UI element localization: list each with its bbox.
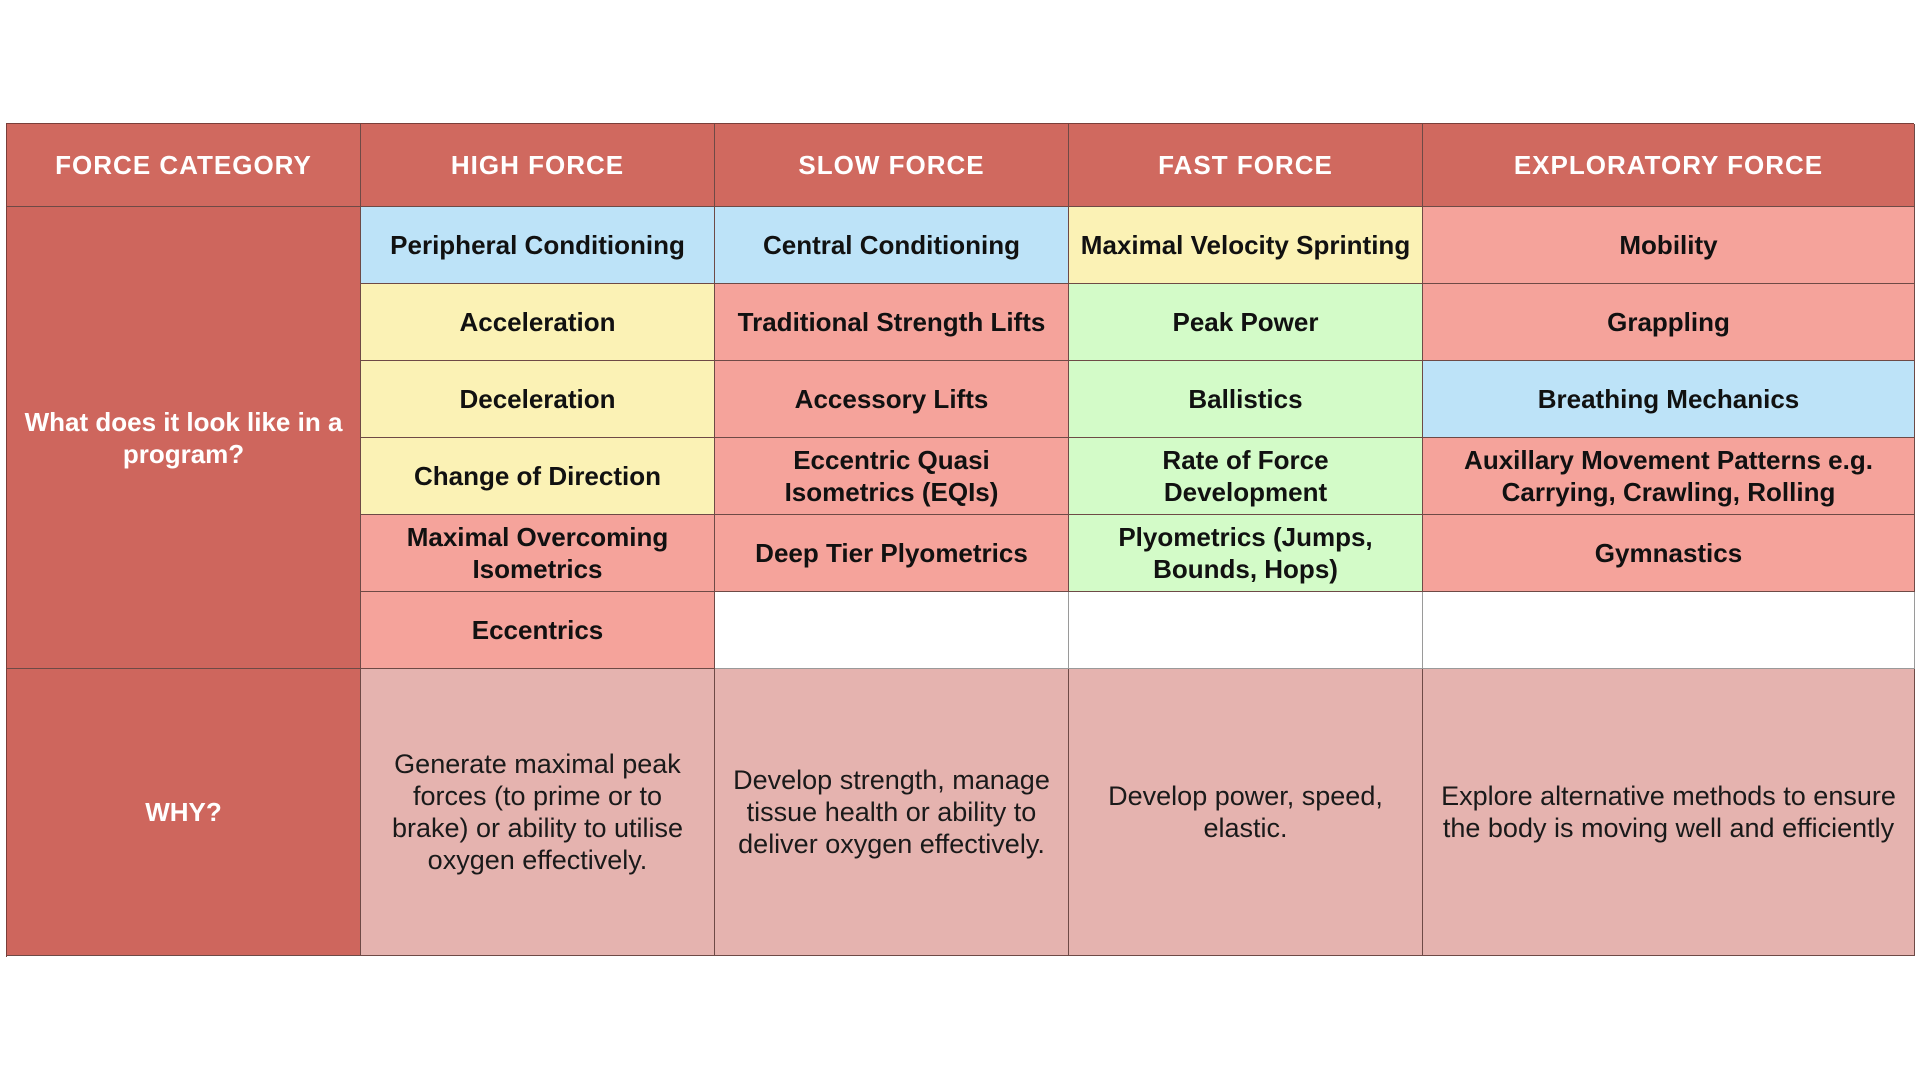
exploratory-force-item: Mobility (1423, 207, 1915, 284)
high-force-item: Eccentrics (361, 592, 715, 669)
why-exploratory-force: Explore alternative methods to ensure th… (1423, 669, 1915, 956)
row-label-program: What does it look like in a program? (7, 207, 361, 669)
header-high-force: HIGH FORCE (361, 124, 715, 207)
header-slow-force: SLOW FORCE (715, 124, 1069, 207)
high-force-item: Peripheral Conditioning (361, 207, 715, 284)
empty-cell (1423, 592, 1915, 669)
slow-force-item: Accessory Lifts (715, 361, 1069, 438)
exploratory-force-item: Gymnastics (1423, 515, 1915, 592)
exploratory-force-item: Auxillary Movement Patterns e.g. Carryin… (1423, 438, 1915, 515)
slow-force-item: Central Conditioning (715, 207, 1069, 284)
high-force-item: Change of Direction (361, 438, 715, 515)
slow-force-item: Traditional Strength Lifts (715, 284, 1069, 361)
header-exploratory-force: EXPLORATORY FORCE (1423, 124, 1915, 207)
fast-force-item: Plyometrics (Jumps, Bounds, Hops) (1069, 515, 1423, 592)
fast-force-item: Ballistics (1069, 361, 1423, 438)
high-force-item: Deceleration (361, 361, 715, 438)
empty-cell (1069, 592, 1423, 669)
row-label-why: WHY? (7, 669, 361, 956)
fast-force-item: Maximal Velocity Sprinting (1069, 207, 1423, 284)
high-force-item: Acceleration (361, 284, 715, 361)
exploratory-force-item: Grappling (1423, 284, 1915, 361)
high-force-item: Maximal Overcoming Isometrics (361, 515, 715, 592)
fast-force-item: Rate of Force Development (1069, 438, 1423, 515)
slow-force-item: Eccentric Quasi Isometrics (EQIs) (715, 438, 1069, 515)
why-high-force: Generate maximal peak forces (to prime o… (361, 669, 715, 956)
slow-force-item: Deep Tier Plyometrics (715, 515, 1069, 592)
why-fast-force: Develop power, speed, elastic. (1069, 669, 1423, 956)
why-slow-force: Develop strength, manage tissue health o… (715, 669, 1069, 956)
fast-force-item: Peak Power (1069, 284, 1423, 361)
header-force-category: FORCE CATEGORY (7, 124, 361, 207)
force-category-table: FORCE CATEGORY HIGH FORCE SLOW FORCE FAS… (6, 123, 1915, 957)
header-fast-force: FAST FORCE (1069, 124, 1423, 207)
empty-cell (715, 592, 1069, 669)
exploratory-force-item: Breathing Mechanics (1423, 361, 1915, 438)
